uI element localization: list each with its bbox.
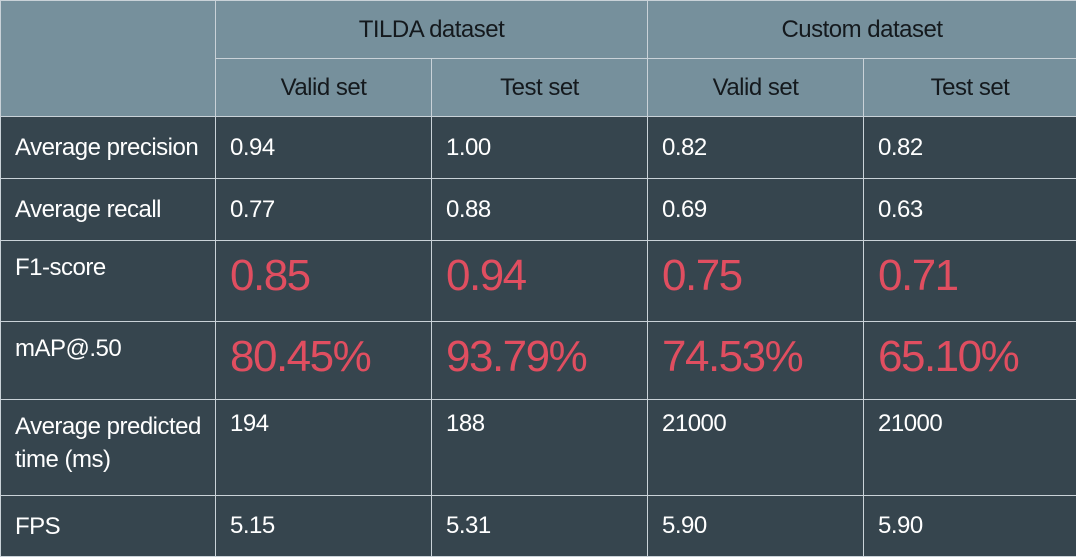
highlighted-cell: 0.85: [216, 241, 432, 322]
row-label: mAP@.50: [1, 322, 216, 400]
column-group-header: TILDA dataset: [216, 1, 648, 59]
row-label: Average precision: [1, 117, 216, 179]
table-cell: 5.31: [432, 496, 648, 557]
table-cell: 0.88: [432, 179, 648, 241]
highlighted-cell: 65.10%: [864, 322, 1076, 400]
highlighted-cell: 80.45%: [216, 322, 432, 400]
highlighted-cell: 0.71: [864, 241, 1076, 322]
highlighted-cell: 0.94: [432, 241, 648, 322]
highlighted-cell: 0.75: [648, 241, 864, 322]
highlighted-cell: 93.79%: [432, 322, 648, 400]
column-header: Test set: [864, 59, 1076, 117]
corner-header-cell: [1, 1, 216, 117]
row-label: FPS: [1, 496, 216, 557]
row-label: Average recall: [1, 179, 216, 241]
table-cell: 0.82: [648, 117, 864, 179]
column-header: Test set: [432, 59, 648, 117]
table-row: Average recall 0.77 0.88 0.69 0.63: [1, 179, 1076, 241]
table-cell: 5.90: [648, 496, 864, 557]
highlighted-cell: 74.53%: [648, 322, 864, 400]
table-row: F1-score 0.85 0.94 0.75 0.71: [1, 241, 1076, 322]
table-cell: 0.77: [216, 179, 432, 241]
table-row: FPS 5.15 5.31 5.90 5.90: [1, 496, 1076, 557]
table-cell: 5.90: [864, 496, 1076, 557]
table-cell: 0.69: [648, 179, 864, 241]
table-cell: 21000: [648, 400, 864, 496]
table-row: Average predicted time (ms) 194 188 2100…: [1, 400, 1076, 496]
table-cell: 188: [432, 400, 648, 496]
table-cell: 194: [216, 400, 432, 496]
table-cell: 1.00: [432, 117, 648, 179]
row-label: F1-score: [1, 241, 216, 322]
header-row-groups: TILDA dataset Custom dataset: [1, 1, 1076, 59]
table-row: mAP@.50 80.45% 93.79% 74.53% 65.10%: [1, 322, 1076, 400]
table-cell: 5.15: [216, 496, 432, 557]
table-cell: 0.63: [864, 179, 1076, 241]
table-cell: 21000: [864, 400, 1076, 496]
column-header: Valid set: [216, 59, 432, 117]
column-group-header: Custom dataset: [648, 1, 1076, 59]
table-cell: 0.94: [216, 117, 432, 179]
table-cell: 0.82: [864, 117, 1076, 179]
column-header: Valid set: [648, 59, 864, 117]
table-row: Average precision 0.94 1.00 0.82 0.82: [1, 117, 1076, 179]
row-label: Average predicted time (ms): [1, 400, 216, 496]
